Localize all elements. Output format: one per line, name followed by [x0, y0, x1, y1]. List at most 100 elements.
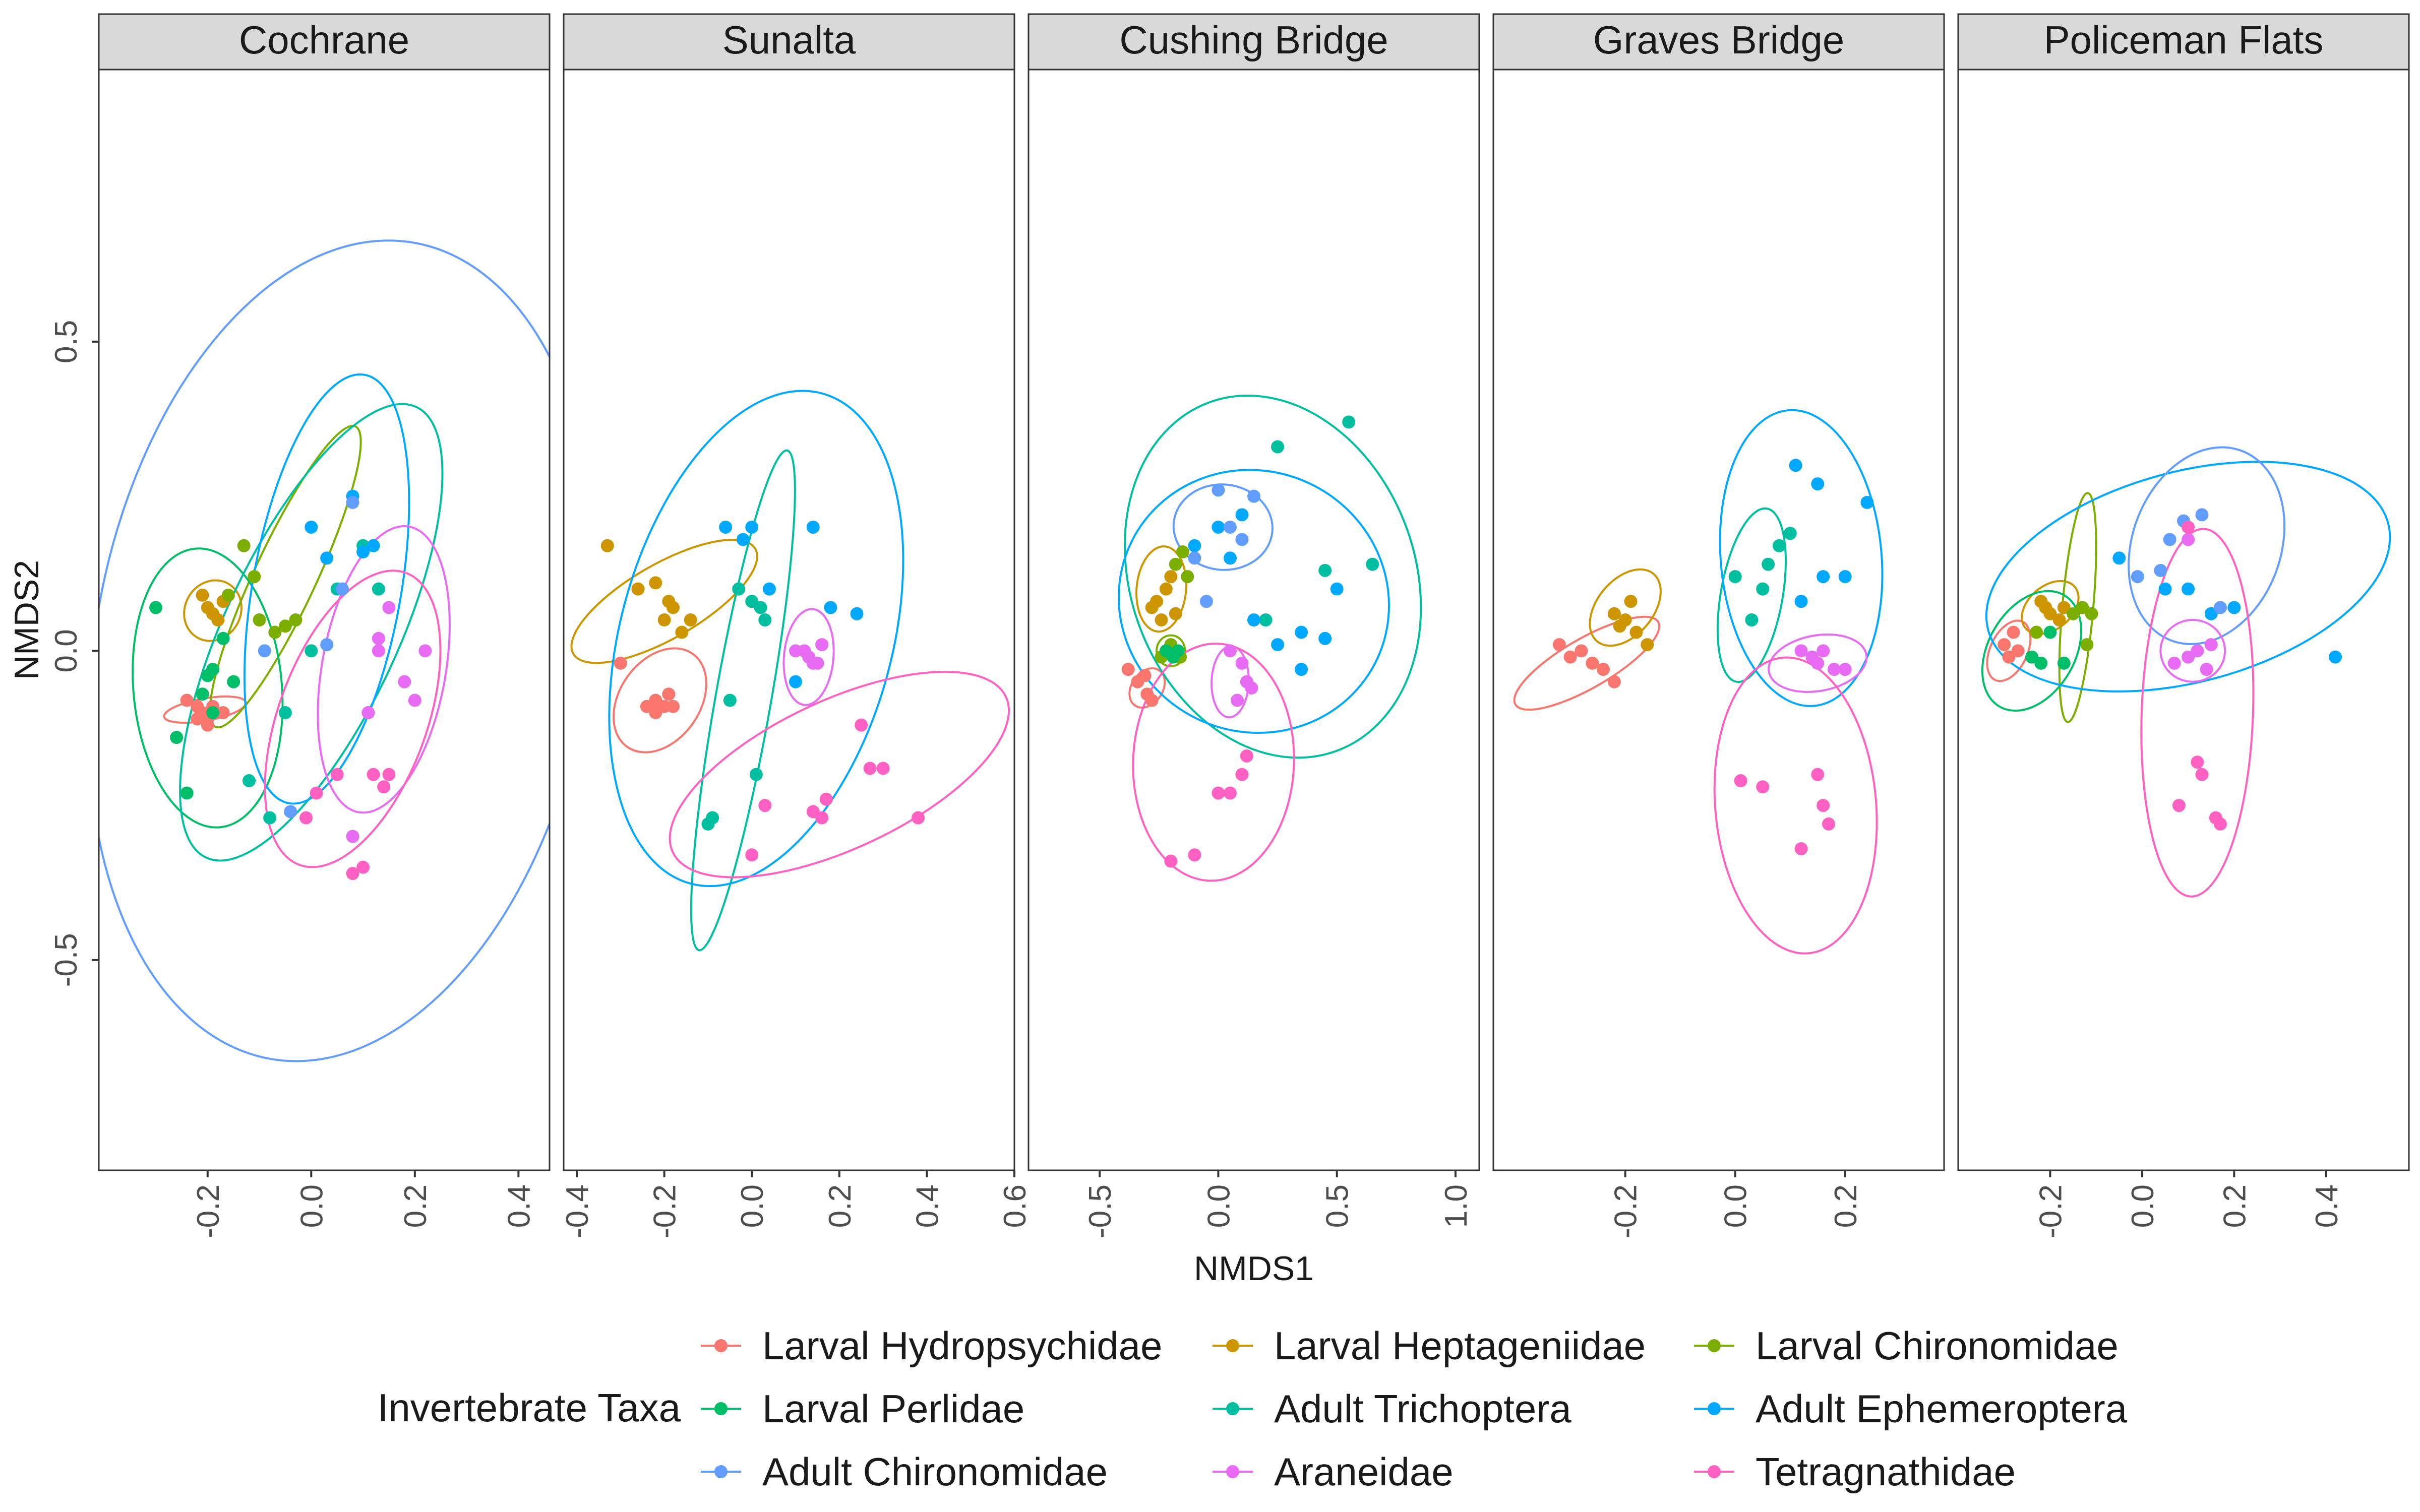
data-point [1223, 551, 1237, 565]
facet-strip [1027, 13, 1480, 71]
data-point [1575, 644, 1588, 658]
data-point [1838, 570, 1852, 584]
data-point [815, 811, 829, 825]
confidence-ellipse [183, 579, 243, 642]
data-point [754, 601, 767, 614]
data-point [1212, 520, 1225, 534]
confidence-ellipse [2128, 446, 2286, 645]
legend-label: Adult Trichoptera [1274, 1387, 1571, 1431]
data-point [2167, 656, 2181, 670]
data-point [1629, 625, 1643, 639]
data-point [1745, 613, 1759, 626]
data-point [1235, 533, 1249, 546]
facet-title: Cushing Bridge [1119, 18, 1388, 62]
data-point [1223, 786, 1237, 800]
data-point [1155, 613, 1168, 626]
legend-label: Larval Perlidae [762, 1387, 1024, 1431]
legend-item: Larval Heptageniidae [1213, 1324, 1646, 1368]
data-point [1613, 619, 1626, 633]
data-point [2182, 533, 2195, 546]
data-point [1295, 625, 1308, 639]
data-point [227, 675, 240, 688]
confidence-ellipse [1172, 483, 1274, 571]
x-tick-label: 0.4 [910, 1184, 945, 1228]
data-point [170, 731, 184, 744]
data-point [614, 656, 627, 670]
data-point [1240, 749, 1253, 763]
data-point [263, 811, 277, 825]
legend-item: Larval Chironomidae [1694, 1324, 2119, 1368]
data-point [1235, 508, 1249, 522]
confidence-ellipse [1981, 590, 2082, 712]
confidence-ellipse [1768, 633, 1868, 693]
data-point [1822, 817, 1836, 831]
confidence-ellipse [1156, 634, 1186, 668]
confidence-ellipse [2159, 619, 2226, 683]
confidence-ellipse [1985, 461, 2391, 692]
panel-data [1513, 409, 1884, 955]
data-point [305, 644, 318, 658]
data-point [1734, 774, 1747, 788]
data-point [1188, 848, 1201, 862]
data-point [1121, 663, 1135, 676]
data-point [1817, 570, 1830, 584]
data-point [1245, 681, 1258, 695]
confidence-ellipse [1589, 568, 1662, 647]
confidence-ellipse [2140, 528, 2255, 898]
panel-border [1027, 69, 1480, 1171]
data-point [2030, 625, 2043, 639]
data-point [758, 613, 772, 626]
legend-label: Araneidae [1274, 1450, 1454, 1494]
data-point [201, 669, 214, 682]
data-point [684, 613, 697, 626]
data-point [1552, 638, 1566, 652]
data-point [2227, 601, 2241, 614]
data-point [819, 792, 833, 806]
data-point [2057, 656, 2071, 670]
facet-title: Sunalta [722, 18, 856, 62]
x-tick-label: 0.2 [2217, 1184, 2252, 1228]
data-point [196, 687, 209, 701]
y-tick-label: -0.5 [49, 933, 84, 987]
x-axis-title: NMDS1 [1194, 1249, 1314, 1288]
data-point [815, 638, 829, 652]
data-point [2011, 644, 2025, 658]
data-point [2182, 520, 2195, 534]
data-point [1138, 669, 1152, 682]
data-point [762, 582, 776, 596]
data-point [1811, 656, 1825, 670]
data-point [736, 533, 750, 546]
facet-strip [563, 13, 1015, 71]
data-point [2204, 638, 2218, 652]
data-point [1181, 570, 1194, 584]
data-point [1318, 563, 1332, 577]
x-tick-label: -0.5 [1083, 1184, 1118, 1238]
data-point [2076, 601, 2089, 614]
data-point [2158, 582, 2172, 596]
legend-label: Tetragnathidae [1756, 1450, 2016, 1494]
data-point [361, 706, 375, 720]
confidence-ellipse [132, 547, 284, 829]
data-point [789, 675, 803, 688]
data-point [1164, 854, 1178, 868]
data-point [1817, 799, 1830, 812]
data-point [278, 706, 292, 720]
data-point [2034, 656, 2048, 670]
data-point [1366, 557, 1379, 571]
data-point [1318, 632, 1332, 645]
data-point [180, 694, 194, 707]
facet-title: Policeman Flats [2044, 18, 2324, 62]
data-point [2191, 644, 2204, 658]
legend-key-point [1226, 1339, 1239, 1352]
data-point [1188, 539, 1201, 552]
data-point [149, 601, 163, 614]
data-point [2182, 582, 2195, 596]
data-point [1772, 539, 1786, 552]
data-point [1235, 768, 1249, 781]
x-tick-label: 0.2 [398, 1184, 433, 1228]
data-point [1597, 663, 1610, 676]
legend-key-point [1226, 1465, 1239, 1478]
data-point [320, 638, 334, 652]
data-point [749, 768, 763, 781]
